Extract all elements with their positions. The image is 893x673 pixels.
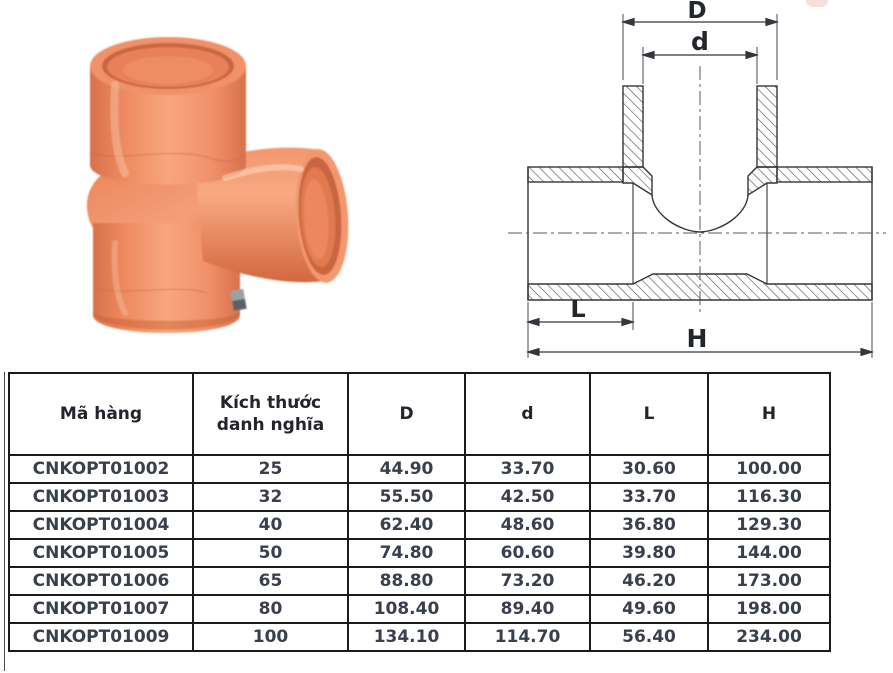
fitting-branch <box>195 147 325 283</box>
cell-H: 144.00 <box>707 538 831 568</box>
cell-L: 39.80 <box>589 538 709 568</box>
column-header-H: H <box>707 372 831 456</box>
cell-D: 55.50 <box>347 482 466 512</box>
cell-d: 42.50 <box>464 482 591 512</box>
mold-mark <box>230 288 247 311</box>
branch-shoulder-left <box>622 166 653 197</box>
cell-L: 56.40 <box>589 622 709 652</box>
cell-nominal: 100 <box>192 622 349 652</box>
column-header-nominal-size: Kích thước danh nghĩa <box>192 372 349 456</box>
cell-code: CNKOPT01007 <box>8 594 194 624</box>
cell-L: 33.70 <box>589 482 709 512</box>
column-header-D: D <box>347 372 466 456</box>
cell-nominal: 25 <box>192 454 349 484</box>
cell-L: 36.80 <box>589 510 709 540</box>
cell-H: 129.30 <box>707 510 831 540</box>
product-photo <box>55 13 355 361</box>
body-top-wall-right <box>776 166 873 183</box>
cell-code: CNKOPT01006 <box>8 566 194 596</box>
cell-H: 100.00 <box>707 454 831 484</box>
cell-d: 73.20 <box>464 566 591 596</box>
cell-d: 60.60 <box>464 538 591 568</box>
cell-H: 198.00 <box>707 594 831 624</box>
table-row: CNKOPT01006 65 88.80 73.20 46.20 173.00 <box>8 566 831 596</box>
highlight <box>111 240 128 316</box>
cell-L: 49.60 <box>589 594 709 624</box>
cell-nominal: 40 <box>192 510 349 540</box>
table-row: CNKOPT01005 50 74.80 60.60 39.80 144.00 <box>8 538 831 568</box>
cell-D: 134.10 <box>347 622 466 652</box>
dim-label-d: d <box>691 27 709 56</box>
cell-d: 114.70 <box>464 622 591 652</box>
cell-nominal: 80 <box>192 594 349 624</box>
branch-wall-left <box>622 85 644 168</box>
highlight <box>110 81 129 177</box>
cell-H: 116.30 <box>707 482 831 512</box>
cell-L: 30.60 <box>589 454 709 484</box>
cell-d: 48.60 <box>464 510 591 540</box>
cell-d: 89.40 <box>464 594 591 624</box>
cell-H: 173.00 <box>707 566 831 596</box>
cell-D: 62.40 <box>347 510 466 540</box>
cell-d: 33.70 <box>464 454 591 484</box>
table-row: CNKOPT01009 100 134.10 114.70 56.40 234.… <box>8 622 831 652</box>
cell-code: CNKOPT01009 <box>8 622 194 652</box>
cell-code: CNKOPT01005 <box>8 538 194 568</box>
highlight <box>222 164 304 181</box>
table-left-rule <box>4 372 5 671</box>
dim-label-D: D <box>687 0 706 24</box>
cell-D: 108.40 <box>347 594 466 624</box>
table-row: CNKOPT01004 40 62.40 48.60 36.80 129.30 <box>8 510 831 540</box>
cell-code: CNKOPT01002 <box>8 454 194 484</box>
column-header-code: Mã hàng <box>8 372 194 456</box>
cell-nominal: 50 <box>192 538 349 568</box>
cell-L: 46.20 <box>589 566 709 596</box>
cell-nominal: 65 <box>192 566 349 596</box>
top-opening <box>90 37 246 95</box>
tee-fitting-render <box>86 37 349 333</box>
tee-section-drawing: D d L H <box>508 0 886 358</box>
junction-funnel <box>651 194 749 233</box>
cell-code: CNKOPT01004 <box>8 510 194 540</box>
header-row: Mã hàng Kích thước danh nghĩa D d L H <box>8 372 831 456</box>
cell-H: 234.00 <box>707 622 831 652</box>
table-row: CNKOPT01002 25 44.90 33.70 30.60 100.00 <box>8 454 831 484</box>
table-row: CNKOPT01003 32 55.50 42.50 33.70 116.30 <box>8 482 831 512</box>
cell-D: 44.90 <box>347 454 466 484</box>
column-header-L: L <box>589 372 709 456</box>
scan-artifact <box>806 0 828 7</box>
branch-opening <box>295 148 349 283</box>
cell-nominal: 32 <box>192 482 349 512</box>
table-row: CNKOPT01007 80 108.40 89.40 49.60 198.00 <box>8 594 831 624</box>
cell-code: CNKOPT01003 <box>8 482 194 512</box>
branch-shoulder-right <box>747 166 778 197</box>
spec-table: Mã hàng Kích thước danh nghĩa D d L H CN… <box>8 372 831 652</box>
fitting-top-socket <box>90 66 246 185</box>
dim-label-H: H <box>687 324 708 353</box>
body-top-wall-left <box>527 166 624 183</box>
column-header-d: d <box>464 372 591 456</box>
technical-drawing: D d L H <box>500 0 893 368</box>
bottom-shade <box>93 311 240 330</box>
seam-line <box>94 287 208 294</box>
cell-D: 74.80 <box>347 538 466 568</box>
dim-label-L: L <box>570 295 585 323</box>
branch-wall-right <box>756 85 778 168</box>
cell-D: 88.80 <box>347 566 466 596</box>
